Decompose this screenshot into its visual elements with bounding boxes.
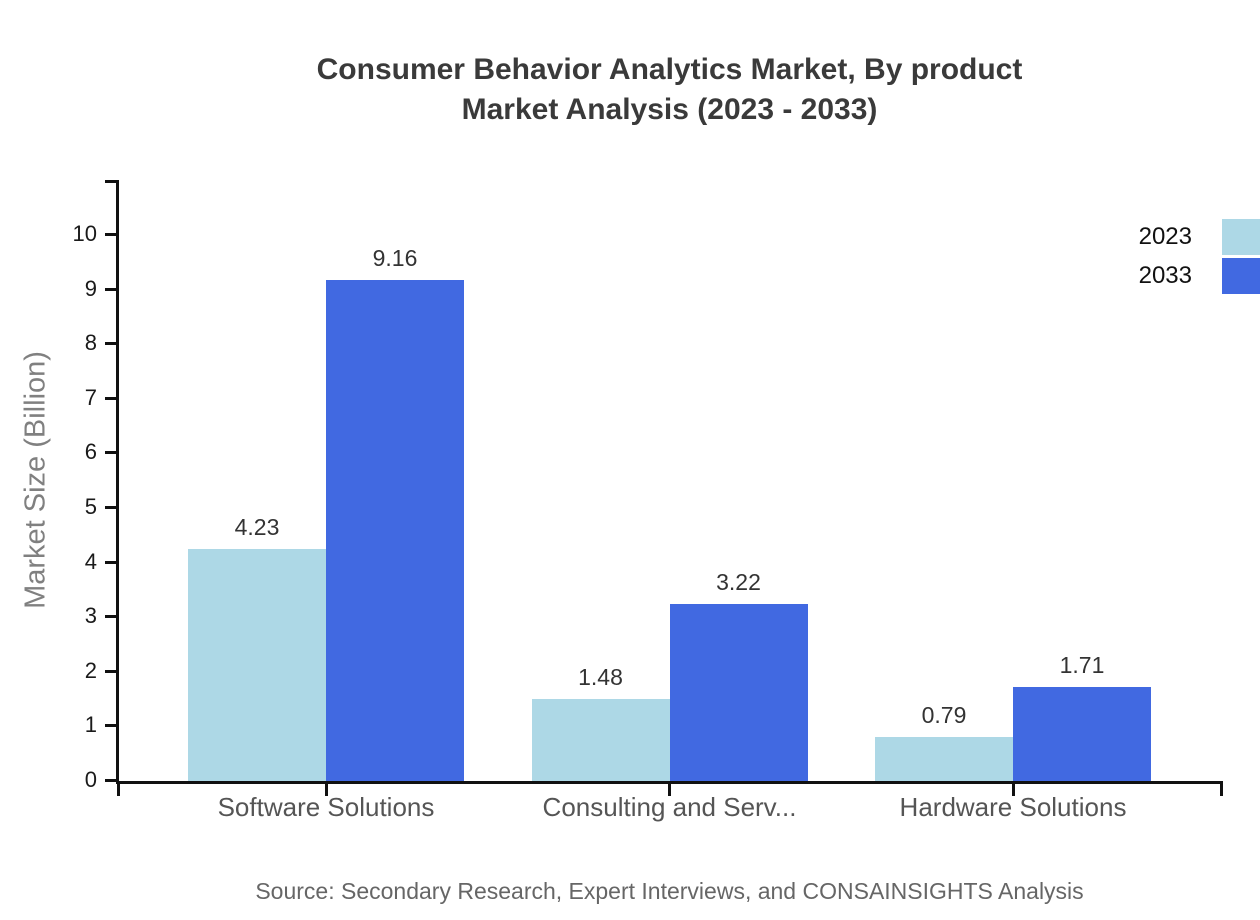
- x-category-label: Software Solutions: [217, 792, 435, 822]
- legend-item-2033: 2033: [1139, 258, 1260, 294]
- legend: 2023 2033: [1139, 219, 1260, 294]
- x-tick: [668, 783, 671, 796]
- y-tick: [105, 451, 118, 455]
- y-tick: [105, 779, 118, 782]
- y-tick-label: 3: [84, 603, 97, 629]
- y-axis-line: [116, 180, 119, 784]
- y-axis-end-cap: [105, 180, 118, 183]
- y-tick: [105, 287, 118, 291]
- y-tick: [105, 233, 118, 236]
- chart-title: Consumer Behavior Analytics Market, By p…: [118, 50, 1221, 130]
- y-tick-label: 2: [84, 657, 97, 683]
- source-note: Source: Secondary Research, Expert Inter…: [255, 878, 1084, 904]
- y-tick-label: 1: [84, 712, 97, 738]
- bar-value-label: 0.79: [921, 701, 967, 728]
- bar-value-label: 4.23: [234, 514, 280, 541]
- legend-item-2023: 2023: [1139, 219, 1260, 255]
- y-tick-label: 4: [84, 548, 97, 574]
- bar-hardware-solutions-2033: [1013, 686, 1151, 782]
- y-tick-label: 7: [84, 384, 97, 410]
- x-axis-line: [116, 781, 1223, 784]
- bar-consulting-and-serv-2023: [531, 699, 670, 782]
- x-category-label: Hardware Solutions: [899, 792, 1127, 822]
- chart-title-line-1: Consumer Behavior Analytics Market, By p…: [316, 53, 1023, 86]
- bar-value-label: 3.22: [716, 569, 761, 596]
- y-tick: [105, 342, 118, 346]
- y-tick-label: 5: [84, 494, 97, 519]
- y-tick-label: 8: [84, 330, 97, 356]
- y-tick-label: 10: [72, 221, 97, 246]
- y-tick-label: 9: [84, 275, 97, 301]
- legend-swatch-2033: [1222, 258, 1260, 294]
- bar-value-label: 9.16: [372, 244, 418, 271]
- bar-value-label: 1.48: [578, 664, 623, 691]
- x-tick: [324, 783, 328, 796]
- y-tick: [105, 669, 118, 673]
- y-tick: [105, 560, 118, 564]
- bar-hardware-solutions-2023: [875, 736, 1013, 782]
- y-tick: [105, 396, 118, 400]
- bar-software-solutions-2023: [188, 549, 326, 782]
- x-category-label: Consulting and Serv...: [542, 792, 797, 822]
- x-tick: [1011, 783, 1015, 796]
- y-tick: [105, 724, 118, 728]
- y-tick: [105, 506, 118, 509]
- bar-software-solutions-2033: [326, 279, 464, 782]
- chart-title-line-2: Market Analysis (2023 - 2033): [461, 93, 878, 126]
- legend-label: 2023: [1138, 223, 1192, 250]
- legend-swatch-2023: [1222, 219, 1260, 255]
- x-tick: [116, 783, 120, 796]
- x-tick: [1219, 783, 1223, 796]
- y-tick-label: 0: [84, 767, 97, 792]
- bar-consulting-and-serv-2033: [669, 604, 808, 782]
- y-tick-label: 6: [84, 439, 97, 465]
- y-tick: [105, 615, 118, 619]
- bar-value-label: 1.71: [1059, 651, 1105, 678]
- legend-label: 2033: [1138, 262, 1192, 289]
